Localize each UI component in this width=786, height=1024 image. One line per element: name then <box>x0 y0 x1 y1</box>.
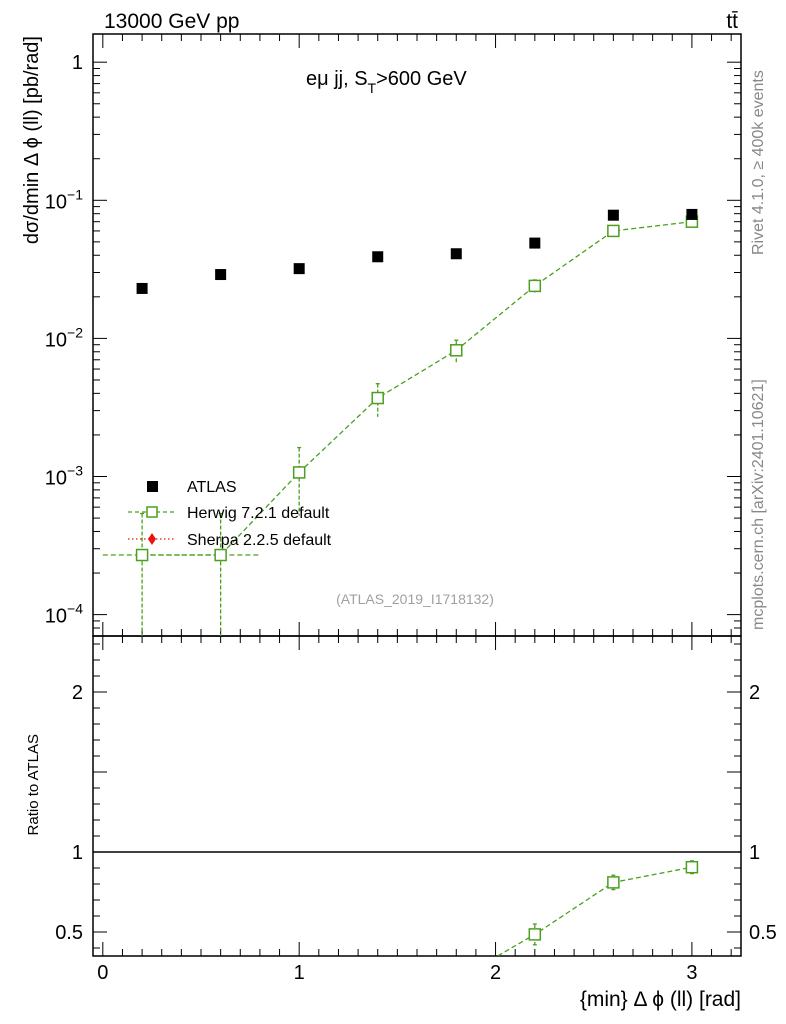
y-tick-label: 10−3 <box>45 463 83 490</box>
legend-herwig-marker <box>146 506 158 518</box>
ratio-y-tick-label: 2 <box>72 682 83 704</box>
x-tick-label: 2 <box>490 962 501 984</box>
herwig-point <box>528 279 542 293</box>
herwig-point <box>292 466 306 479</box>
panel-title-main: eμ jj, S <box>306 68 368 90</box>
herwig-ratio-line <box>496 866 693 956</box>
main-axis-ticks: 1 10−1 10−2 10−3 10−4 <box>45 34 741 637</box>
ratio-y-tick-label: 1 <box>72 842 83 864</box>
atlas-point <box>686 208 698 220</box>
legend-sherpa-marker <box>148 533 156 545</box>
atlas-point <box>529 237 541 249</box>
atlas-point <box>215 269 227 281</box>
panel-title: eμ jj, ST>600 GeV <box>306 68 467 96</box>
herwig-point <box>135 548 149 562</box>
ratio-y-tick-label: 0.5 <box>55 922 83 944</box>
y-tick-label: 10−2 <box>45 324 83 351</box>
legend-atlas-marker <box>147 481 158 492</box>
atlas-point <box>136 282 148 294</box>
process-label: tt̄ <box>726 10 738 33</box>
ratio-y-tick-label-right: 1 <box>749 842 760 864</box>
legend-atlas-label: ATLAS <box>187 479 237 496</box>
legend-herwig-label: Herwig 7.2.1 default <box>187 505 330 522</box>
herwig-point <box>607 224 620 238</box>
x-tick-label: 1 <box>294 962 305 984</box>
herwig-ratio-point <box>451 975 462 986</box>
atlas-point <box>607 209 619 221</box>
y-tick-label: 1 <box>72 52 83 74</box>
herwig-point <box>371 391 384 405</box>
mcplots-source-label: mcplots.cern.ch [arXiv:2401.10621] <box>750 379 767 630</box>
herwig-point <box>214 548 227 562</box>
panel-title-tail: >600 GeV <box>376 68 467 90</box>
atlas-point <box>450 248 462 260</box>
ratio-y-axis-label: Ratio to ATLAS <box>25 734 42 835</box>
legend-sherpa-label: Sherpa 2.2.5 default <box>187 532 332 549</box>
panel-title-subscript: T <box>368 80 377 96</box>
main-data-layer <box>102 208 699 636</box>
ratio-panel-frame <box>92 635 742 957</box>
y-tick-label: 10−4 <box>45 601 83 628</box>
herwig-point <box>450 344 463 357</box>
y-tick-label: 10−1 <box>45 186 83 213</box>
energy-label: 13000 GeV pp <box>104 10 239 33</box>
herwig-line <box>142 221 692 556</box>
x-tick-label: 3 <box>686 962 697 984</box>
legend: ATLAS Herwig 7.2.1 default Sherpa 2.2.5 … <box>128 479 332 549</box>
ratio-data-layer <box>93 851 741 986</box>
herwig-ratio-point <box>607 876 620 889</box>
main-y-axis-label: dσ/dmin Δ ϕ (ll) [pb/rad] <box>21 36 43 244</box>
ratio-axis-ticks: 0.5 0.5 1 1 2 2 0 1 2 3 <box>55 636 777 984</box>
herwig-ratio-point <box>685 860 699 874</box>
rivet-version-label: Rivet 4.1.0, ≥ 400k events <box>750 70 767 255</box>
x-tick-label: 0 <box>97 962 108 984</box>
ratio-y-tick-label-right: 2 <box>749 682 760 704</box>
x-axis-label: {min} Δ ϕ (ll) [rad] <box>580 988 741 1011</box>
analysis-tag: (ATLAS_2019_I1718132) <box>336 591 494 607</box>
atlas-point <box>372 251 384 263</box>
ratio-y-tick-label-right: 0.5 <box>749 922 777 944</box>
herwig-ratio-point <box>528 928 542 941</box>
atlas-point <box>293 263 305 275</box>
